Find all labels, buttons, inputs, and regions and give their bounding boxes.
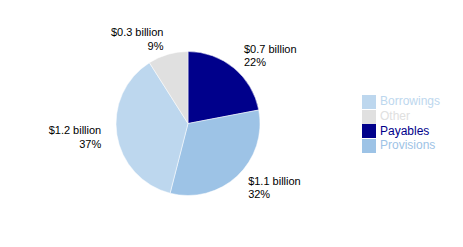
html-text:Provisions: Provisions xyxy=(380,138,436,153)
html-text:Payables: Payables xyxy=(380,123,430,138)
svg-text:$1.2 billion37%: $1.2 billion37% xyxy=(49,124,102,149)
svg-text:$0.3 billion9%: $0.3 billion9% xyxy=(111,26,164,51)
svg-text:$1.1 billion32%: $1.1 billion32% xyxy=(248,175,301,200)
html-text:Other: Other xyxy=(380,108,410,123)
svg-text:$0.7 billion22%: $0.7 billion22% xyxy=(244,43,297,68)
html-text:Borrowings: Borrowings xyxy=(380,93,440,108)
